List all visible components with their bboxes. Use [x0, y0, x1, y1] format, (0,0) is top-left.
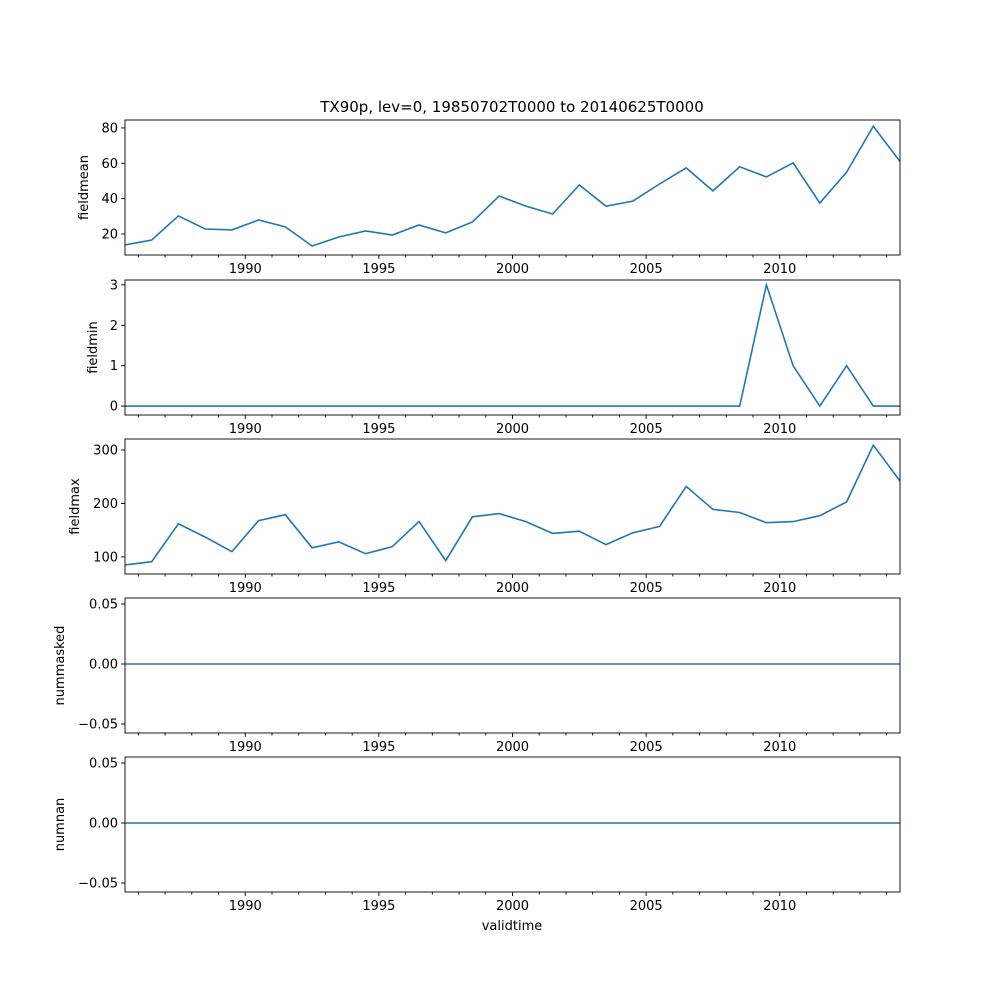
x-tick-label: 2005 — [630, 262, 663, 277]
axes-frame-nummasked — [124, 597, 901, 734]
x-tick-label: 2005 — [630, 422, 663, 437]
x-tick-label: 1990 — [229, 740, 262, 755]
axes-frame-fieldmean — [124, 119, 901, 256]
y-axis-label-fieldmean: fieldmean — [77, 155, 92, 220]
x-axis-label: validtime — [482, 919, 543, 934]
y-tick-label: 3 — [110, 278, 118, 293]
x-tick-label: 2000 — [496, 740, 529, 755]
x-tick-label: 2010 — [763, 899, 796, 914]
x-tick-label: 1995 — [362, 899, 395, 914]
axes-frame-fieldmin — [124, 279, 901, 416]
x-tick-label: 1990 — [229, 899, 262, 914]
x-tick-label: 1995 — [362, 740, 395, 755]
y-axis-label-fieldmin: fieldmin — [86, 321, 101, 374]
series-line-fieldmax — [124, 443, 901, 566]
y-tick-label: 0 — [110, 400, 118, 415]
axes-frame-numnan — [124, 756, 901, 893]
x-tick-label: 2005 — [630, 581, 663, 596]
y-tick-label: 60 — [101, 157, 118, 172]
x-tick-label: 2010 — [763, 740, 796, 755]
x-tick-label: 1995 — [362, 262, 395, 277]
y-tick-label: 1 — [110, 359, 118, 374]
x-tick-label: 2000 — [496, 899, 529, 914]
y-axis-label-nummasked: nummasked — [53, 626, 68, 706]
x-tick-label: 2010 — [763, 262, 796, 277]
y-tick-label: 80 — [101, 121, 118, 136]
y-axis-label-fieldmax: fieldmax — [68, 478, 83, 535]
y-tick-label: 2 — [110, 319, 118, 334]
y-tick-label: 200 — [93, 497, 118, 512]
series-line-fieldmin — [125, 281, 900, 408]
x-tick-label: 1995 — [362, 422, 395, 437]
y-tick-label: 100 — [93, 550, 118, 565]
x-tick-label: 2005 — [630, 740, 663, 755]
x-tick-label: 1990 — [229, 581, 262, 596]
y-tick-label: 0.00 — [89, 658, 118, 673]
y-tick-label: 0.05 — [89, 757, 118, 772]
series-line-fieldmean — [124, 124, 901, 247]
y-tick-label: 0.00 — [89, 817, 118, 832]
x-tick-label: 2000 — [496, 422, 529, 437]
x-tick-label: 1990 — [229, 422, 262, 437]
y-axis-label-numnan: numnan — [53, 798, 68, 852]
x-tick-label: 2010 — [763, 581, 796, 596]
y-tick-label: 40 — [101, 192, 118, 207]
y-tick-label: 20 — [101, 227, 118, 242]
x-tick-label: 2000 — [496, 262, 529, 277]
x-tick-label: 2010 — [763, 422, 796, 437]
axes-frame-fieldmax — [124, 438, 901, 575]
y-tick-label: −0.05 — [78, 718, 118, 733]
y-tick-label: −0.05 — [78, 877, 118, 892]
x-tick-label: 1995 — [362, 581, 395, 596]
x-tick-label: 1990 — [229, 262, 262, 277]
y-tick-label: 300 — [93, 444, 118, 459]
x-tick-label: 2000 — [496, 581, 529, 596]
x-tick-label: 2005 — [630, 899, 663, 914]
chart-title: TX90p, lev=0, 19850702T0000 to 20140625T… — [319, 98, 703, 116]
y-tick-label: 0.05 — [89, 598, 118, 613]
